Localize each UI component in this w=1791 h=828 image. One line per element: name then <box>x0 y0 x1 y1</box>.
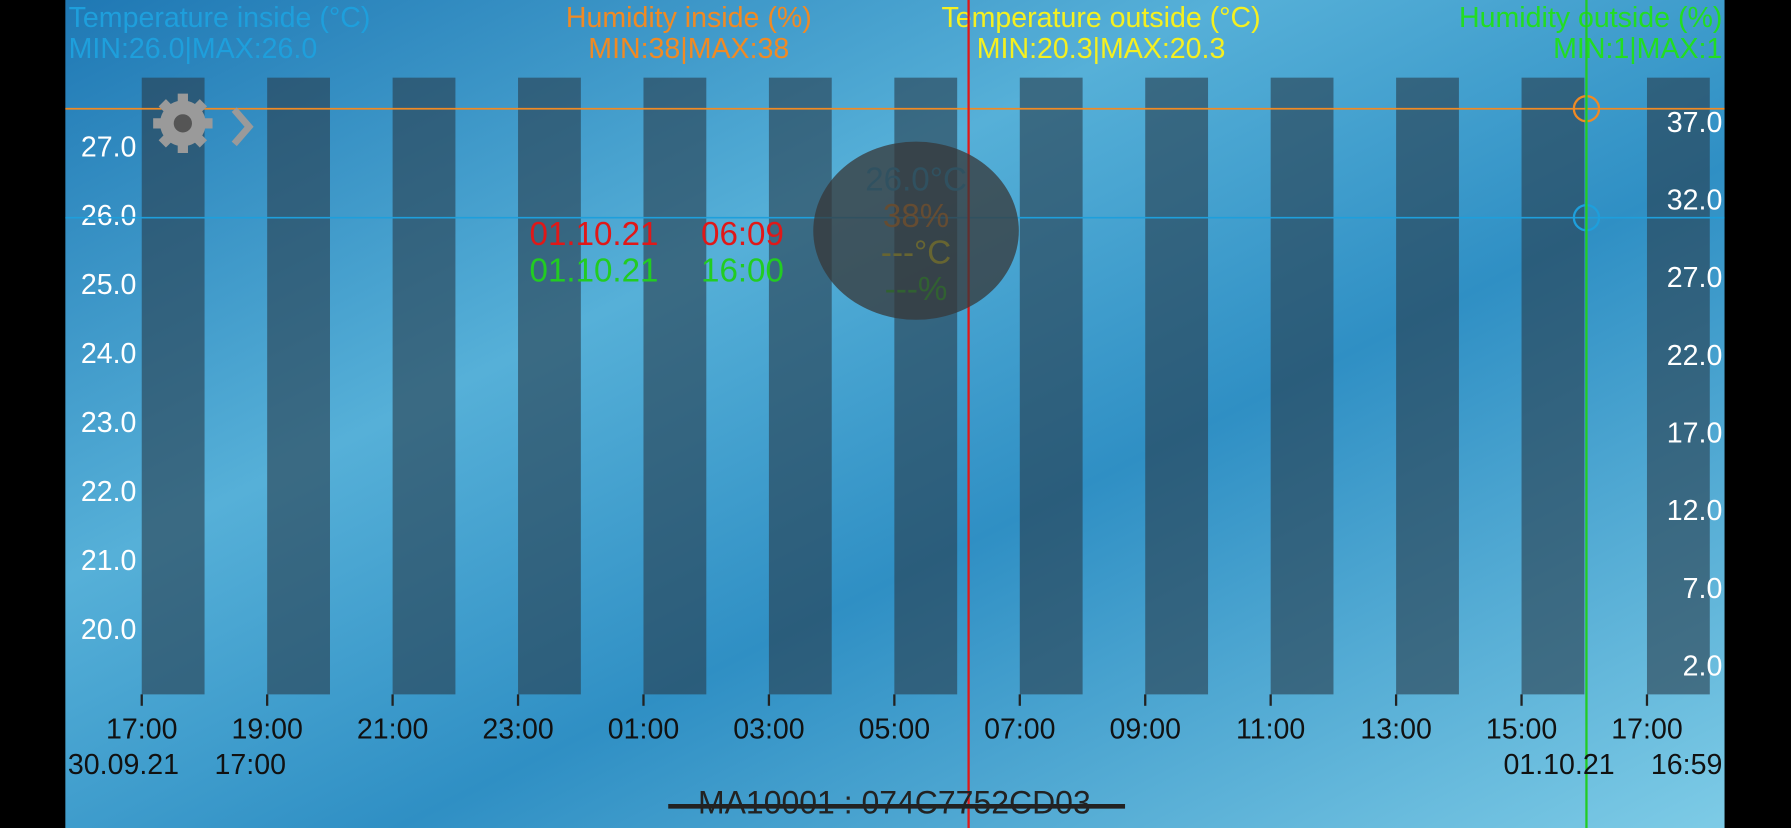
cursor-time: 16:00 <box>701 253 784 290</box>
cursor-date: 01.10.21 <box>530 253 659 290</box>
x-tick-label: 13:00 <box>1360 713 1431 745</box>
stripe <box>141 77 205 695</box>
stripe <box>267 77 330 695</box>
range-end-time: 16:59 <box>1651 749 1722 781</box>
y-tick-label: 22.0 <box>81 476 137 508</box>
legend-name: Temperature outside (°C) <box>941 2 1260 34</box>
x-tick-label: 21:00 <box>357 713 428 745</box>
y2-tick-label: 17.0 <box>1667 417 1723 449</box>
y2-tick-label: 2.0 <box>1683 651 1723 683</box>
x-tick-label: 17:00 <box>106 713 177 745</box>
legend-name: Humidity inside (%) <box>566 2 812 34</box>
chart-layer: 17:00 19:00 21:00 23:00 01:00 03:00 05:00 07:00… <box>65 0 1725 828</box>
x-tick-label: 07:00 <box>984 713 1055 745</box>
left-border <box>0 0 66 828</box>
stripe <box>1019 77 1083 695</box>
y2-tick-label: 32.0 <box>1667 184 1723 216</box>
stripe <box>518 77 581 695</box>
right-border <box>1724 0 1791 828</box>
x-tick-label: 15:00 <box>1486 713 1557 745</box>
y-tick-label: 20.0 <box>81 614 137 646</box>
stripe <box>1521 77 1585 695</box>
range-start-date: 30.09.21 <box>68 749 179 781</box>
y2-tick-label: 27.0 <box>1667 262 1723 294</box>
stripe <box>1145 77 1209 695</box>
x-tick-label: 17:00 <box>1611 713 1682 745</box>
cursor-date: 01.10.21 <box>530 216 659 253</box>
y2-tick-label: 12.0 <box>1667 495 1723 527</box>
y2-tick-label: 37.0 <box>1667 107 1723 139</box>
stripe <box>643 77 707 695</box>
range-start-time: 17:00 <box>215 749 286 781</box>
x-tick-label: 05:00 <box>859 713 930 745</box>
legend-name: Humidity outside (%) <box>1459 2 1722 34</box>
stripes <box>141 77 1710 695</box>
legend-name: Temperature inside (°C) <box>69 2 371 34</box>
x-tick-label: 11:00 <box>1236 713 1305 745</box>
device-id: MA10001 : 074C7752CD03 <box>698 785 1091 821</box>
y-tick-label: 27.0 <box>81 131 137 163</box>
y-tick-label: 21.0 <box>81 545 137 577</box>
range-end-date: 01.10.21 <box>1503 749 1614 781</box>
y2-tick-label: 7.0 <box>1683 573 1723 605</box>
x-tick-label: 19:00 <box>231 713 302 745</box>
settings-gear[interactable] <box>153 93 254 154</box>
x-tick-label: 03:00 <box>733 713 804 745</box>
legend-range: MIN:20.3|MAX:20.3 <box>977 33 1226 65</box>
stripe <box>1270 77 1334 695</box>
legend-range: MIN:26.0|MAX:26.0 <box>69 33 318 65</box>
x-tick-label: 09:00 <box>1110 713 1181 745</box>
y-tick-label: 24.0 <box>81 338 137 370</box>
y-tick-label: 25.0 <box>81 269 137 301</box>
y2-tick-label: 22.0 <box>1667 340 1723 372</box>
legend-range: MIN:1|MAX:1 <box>1553 33 1722 65</box>
stripe <box>1646 77 1710 695</box>
legend-range: MIN:38|MAX:38 <box>588 33 789 65</box>
x-tick-label: 01:00 <box>608 713 679 745</box>
y-tick-label: 23.0 <box>81 407 137 439</box>
stripe <box>1396 77 1459 695</box>
cursor-time: 06:09 <box>701 216 784 253</box>
stripe <box>392 77 456 695</box>
readout-bubble <box>813 141 1019 320</box>
x-tick-label: 23:00 <box>482 713 553 745</box>
stripe <box>768 77 832 695</box>
y-tick-label: 26.0 <box>81 200 137 232</box>
